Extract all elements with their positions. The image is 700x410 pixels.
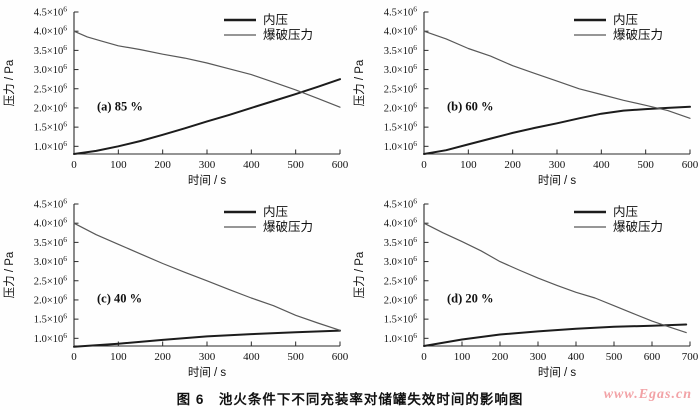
svg-text:4.5×106: 4.5×106	[384, 5, 418, 19]
svg-text:400: 400	[243, 159, 260, 171]
svg-text:4.0×106: 4.0×106	[384, 216, 418, 230]
svg-text:3.0×106: 3.0×106	[384, 62, 418, 76]
svg-text:内压: 内压	[613, 205, 638, 219]
svg-text:爆破压力: 爆破压力	[613, 27, 663, 42]
svg-text:500: 500	[606, 351, 623, 363]
svg-text:时间 / s: 时间 / s	[188, 174, 227, 187]
svg-text:3.0×106: 3.0×106	[34, 62, 68, 76]
svg-text:400: 400	[593, 159, 610, 171]
svg-text:100: 100	[110, 351, 127, 363]
svg-text:3.0×106: 3.0×106	[34, 254, 68, 268]
svg-text:压力 / Pa: 压力 / Pa	[3, 59, 16, 106]
svg-text:2.5×106: 2.5×106	[34, 273, 68, 287]
caption-row: 图 6 池火条件下不同充装率对储罐失效时间的影响图 www.Egas.cn	[0, 384, 700, 410]
chart-a-85-percent: 1.0×106 1.5×106 2.0×106 2.5×106 3.0×106 3.5×1…	[0, 0, 350, 192]
svg-text:内压: 内压	[263, 205, 288, 219]
svg-text:4.0×106: 4.0×106	[34, 24, 68, 38]
svg-text:时间 / s: 时间 / s	[538, 174, 577, 187]
svg-text:300: 300	[199, 351, 216, 363]
svg-text:1.5×106: 1.5×106	[34, 312, 68, 326]
svg-text:300: 300	[530, 351, 547, 363]
svg-text:2.5×106: 2.5×106	[384, 273, 418, 287]
chart-svg: 1.0×106 1.5×106 2.0×106 2.5×106 3.0×106 3.5×1…	[3, 197, 349, 380]
svg-text:100: 100	[460, 159, 477, 171]
svg-text:2.0×106: 2.0×106	[384, 100, 418, 114]
svg-text:400: 400	[243, 351, 260, 363]
svg-text:(b) 60 %: (b) 60 %	[447, 100, 494, 114]
svg-text:3.0×106: 3.0×106	[384, 254, 418, 268]
svg-text:500: 500	[637, 159, 654, 171]
svg-text:时间 / s: 时间 / s	[188, 366, 227, 379]
chart-d-20-percent: 1.0×106 1.5×106 2.0×106 2.5×106 3.0×106 3.5×1…	[350, 192, 700, 384]
watermark-text: www.Egas.cn	[603, 387, 692, 402]
svg-text:300: 300	[199, 159, 216, 171]
svg-text:0: 0	[71, 351, 77, 363]
svg-text:3.5×106: 3.5×106	[34, 43, 68, 57]
svg-text:2.5×106: 2.5×106	[34, 81, 68, 95]
svg-text:3.5×106: 3.5×106	[384, 235, 418, 249]
svg-text:2.5×106: 2.5×106	[384, 81, 418, 95]
svg-text:4.5×106: 4.5×106	[34, 5, 68, 19]
svg-text:0: 0	[421, 159, 427, 171]
svg-text:4.5×106: 4.5×106	[384, 197, 418, 211]
svg-text:爆破压力: 爆破压力	[263, 219, 313, 234]
svg-text:1.5×106: 1.5×106	[34, 120, 68, 134]
svg-text:600: 600	[682, 159, 699, 171]
chart-svg: 1.0×106 1.5×106 2.0×106 2.5×106 3.0×106 3.5×1…	[353, 5, 699, 188]
svg-text:(d) 20 %: (d) 20 %	[447, 292, 494, 306]
svg-text:爆破压力: 爆破压力	[263, 27, 313, 42]
svg-text:4.5×106: 4.5×106	[34, 197, 68, 211]
svg-text:600: 600	[644, 351, 661, 363]
svg-text:爆破压力: 爆破压力	[613, 219, 663, 234]
svg-text:0: 0	[71, 159, 77, 171]
svg-text:4.0×106: 4.0×106	[34, 216, 68, 230]
svg-text:2.0×106: 2.0×106	[34, 292, 68, 306]
svg-text:400: 400	[568, 351, 585, 363]
svg-text:200: 200	[154, 351, 171, 363]
svg-text:1.0×106: 1.0×106	[34, 139, 68, 153]
svg-text:0: 0	[421, 351, 427, 363]
chart-svg: 1.0×106 1.5×106 2.0×106 2.5×106 3.0×106 3.5×1…	[3, 5, 349, 188]
svg-text:压力 / Pa: 压力 / Pa	[353, 59, 366, 106]
svg-text:200: 200	[154, 159, 171, 171]
svg-text:500: 500	[287, 159, 304, 171]
svg-text:2.0×106: 2.0×106	[384, 292, 418, 306]
svg-text:300: 300	[549, 159, 566, 171]
svg-text:100: 100	[454, 351, 471, 363]
svg-text:内压: 内压	[263, 13, 288, 27]
chart-b-60-percent: 1.0×106 1.5×106 2.0×106 2.5×106 3.0×106 3.5×1…	[350, 0, 700, 192]
svg-text:1.0×106: 1.0×106	[34, 331, 68, 345]
svg-text:1.5×106: 1.5×106	[384, 120, 418, 134]
figure-caption: 图 6 池火条件下不同充装率对储罐失效时间的影响图	[176, 392, 524, 407]
svg-text:1.0×106: 1.0×106	[384, 331, 418, 345]
svg-text:1.5×106: 1.5×106	[384, 312, 418, 326]
svg-text:时间 / s: 时间 / s	[538, 366, 577, 379]
svg-text:1.0×106: 1.0×106	[384, 139, 418, 153]
svg-text:(a) 85 %: (a) 85 %	[97, 100, 143, 114]
svg-text:内压: 内压	[613, 13, 638, 27]
svg-text:3.5×106: 3.5×106	[34, 235, 68, 249]
svg-text:600: 600	[332, 159, 349, 171]
svg-text:(c) 40 %: (c) 40 %	[97, 292, 142, 306]
svg-text:700: 700	[682, 351, 699, 363]
chart-c-40-percent: 1.0×106 1.5×106 2.0×106 2.5×106 3.0×106 3.5×1…	[0, 192, 350, 384]
svg-text:200: 200	[504, 159, 521, 171]
svg-text:压力 / Pa: 压力 / Pa	[353, 251, 366, 298]
chart-svg: 1.0×106 1.5×106 2.0×106 2.5×106 3.0×106 3.5×1…	[353, 197, 699, 380]
svg-text:4.0×106: 4.0×106	[384, 24, 418, 38]
chart-grid: 1.0×106 1.5×106 2.0×106 2.5×106 3.0×106 3.5×1…	[0, 0, 700, 384]
svg-text:200: 200	[492, 351, 509, 363]
svg-text:600: 600	[332, 351, 349, 363]
svg-text:3.5×106: 3.5×106	[384, 43, 418, 57]
svg-text:2.0×106: 2.0×106	[34, 100, 68, 114]
svg-text:500: 500	[287, 351, 304, 363]
svg-text:压力 / Pa: 压力 / Pa	[3, 251, 16, 298]
svg-text:100: 100	[110, 159, 127, 171]
